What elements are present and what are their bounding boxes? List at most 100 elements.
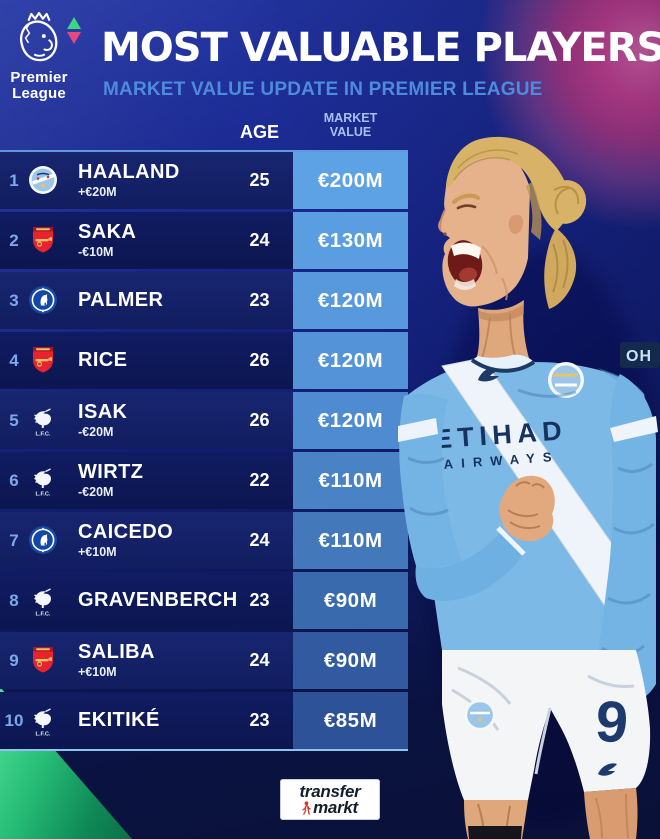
club-badge-icon-chelsea (28, 284, 58, 318)
player-cell: SAKA -€10M (58, 221, 226, 260)
table-row: 2 SAKA -€10M 24 €130M (0, 212, 408, 269)
player-age: 24 (249, 530, 270, 550)
player-age: 23 (249, 710, 270, 730)
value-change-label: -€20M (78, 425, 114, 439)
value-change-label: +€10M (78, 665, 117, 679)
player-name: RICE (78, 349, 128, 371)
column-header-value: VALUE (329, 125, 372, 139)
market-value-box: €90M (293, 632, 408, 689)
market-value-box: €200M (293, 152, 408, 209)
value-change-label: +€10M (78, 545, 117, 559)
player-name: SAKA (78, 221, 137, 243)
table-row: 1 HAALAND +€20M 25 €200M (0, 152, 408, 209)
player-cell: PALMER (58, 290, 226, 311)
player-cell: HAALAND +€20M (58, 161, 226, 200)
market-value-box: €120M (293, 332, 408, 389)
player-age: 24 (249, 230, 270, 250)
market-value-box: €120M (293, 272, 408, 329)
market-value-box: €110M (293, 512, 408, 569)
club-badge-icon-arsenal (28, 224, 58, 258)
player-age: 23 (249, 290, 270, 310)
column-header-market: MARKET (323, 111, 378, 125)
transfermarkt-logo: transfer markt (280, 779, 380, 820)
jersey-club-badge (548, 362, 584, 398)
rank-label: 6 (9, 470, 19, 490)
table-row: 3 PALMER 23 €120M (0, 272, 408, 329)
market-value-box: €85M (293, 692, 408, 749)
value-change-label: +€20M (78, 185, 117, 199)
rank-label: 10 (4, 710, 24, 730)
club-badge-icon-arsenal (28, 344, 58, 378)
sleeve-patch (620, 342, 660, 368)
table-row: 7 CAICEDO +€10M 24 €110M (0, 512, 408, 569)
player-name: WIRTZ (78, 461, 144, 483)
player-name: CAICEDO (78, 521, 174, 543)
player-name: SALIBA (78, 641, 155, 663)
puma-logo-shorts (598, 763, 617, 776)
table-row: 4 RICE 26 €120M (0, 332, 408, 389)
premier-league-logo: Premier League (8, 11, 70, 101)
player-age: 24 (249, 650, 270, 670)
rank-label: 9 (9, 650, 19, 670)
table-row: 8 GRAVENBERCH 23 €90M (0, 572, 408, 629)
table-row: 6 WIRTZ -€20M 22 €110M (0, 452, 408, 509)
player-cell: CAICEDO +€10M (58, 521, 226, 560)
player-age: 26 (249, 350, 270, 370)
player-age: 23 (249, 590, 270, 610)
transfermarkt-word-1: transfer (299, 781, 361, 801)
market-value-box: €110M (293, 452, 408, 509)
sleeve-patch-text: OH (626, 348, 652, 365)
player-cell: EKITIKÉ (58, 710, 226, 731)
market-value-box: €120M (293, 392, 408, 449)
page-subtitle: MARKET VALUE UPDATE IN PREMIER LEAGUE (103, 79, 543, 100)
pl-logo-word-1: Premier (10, 69, 68, 86)
table-row: 9 SALIBA +€10M 24 €90M (0, 632, 408, 689)
rank-label: 2 (9, 230, 19, 250)
player-age: 22 (249, 470, 270, 490)
rank-label: 8 (9, 590, 19, 610)
club-badge-icon-chelsea (28, 524, 58, 558)
player-name: GRAVENBERCH (78, 589, 238, 611)
transfermarkt-word-2: markt (313, 797, 358, 817)
player-cell: WIRTZ -€20M (58, 461, 226, 500)
rank-label: 1 (9, 170, 19, 190)
column-header-market-value: MARKET VALUE (293, 111, 408, 139)
player-name: HAALAND (78, 161, 180, 183)
player-age: 25 (249, 170, 270, 190)
rank-label: 4 (9, 350, 19, 370)
ranking-table: 1 HAALAND +€20M 25 €200M 2 SAKA -€10M 24… (0, 150, 408, 751)
column-header-age: AGE (239, 122, 279, 142)
market-value-box: €90M (293, 572, 408, 629)
player-name: PALMER (78, 289, 164, 311)
pl-logo-word-2: League (12, 84, 66, 102)
player-name: EKITIKÉ (78, 709, 160, 731)
player-cell: RICE (58, 350, 226, 371)
player-photo-haaland: ETIHAD AIRWAYS OH (398, 136, 660, 839)
rank-label: 5 (9, 410, 19, 430)
player-cell: GRAVENBERCH (58, 589, 238, 611)
market-value-box: €130M (293, 212, 408, 269)
rank-label: 3 (9, 290, 19, 310)
club-badge-icon-man-city (28, 164, 58, 198)
value-change-label: -€20M (78, 485, 114, 499)
player-age: 26 (249, 410, 270, 430)
player-cell: SALIBA +€10M (58, 641, 226, 680)
rank-label: 7 (9, 530, 19, 550)
value-change-arrows (67, 17, 81, 44)
transfermarkt-word-2-wrap: markt (302, 797, 358, 817)
club-badge-icon-liverpool (28, 704, 58, 738)
club-badge-icon-arsenal (28, 644, 58, 678)
shorts-number: 9 (593, 689, 630, 756)
value-change-label: -€10M (78, 245, 114, 259)
club-badge-icon-liverpool (28, 464, 58, 498)
table-row: 5 ISAK -€20M 26 €120M (0, 392, 408, 449)
player-cell: ISAK -€20M (58, 401, 226, 440)
shorts-club-badge (464, 699, 496, 731)
player-name: ISAK (78, 401, 128, 423)
club-badge-icon-liverpool (28, 404, 58, 438)
up-triangle-icon (67, 17, 81, 29)
page-title: MOST VALUABLE PLAYERS (101, 25, 660, 71)
transfermarkt-kicker-icon (302, 800, 311, 815)
club-badge-icon-liverpool (28, 584, 58, 618)
